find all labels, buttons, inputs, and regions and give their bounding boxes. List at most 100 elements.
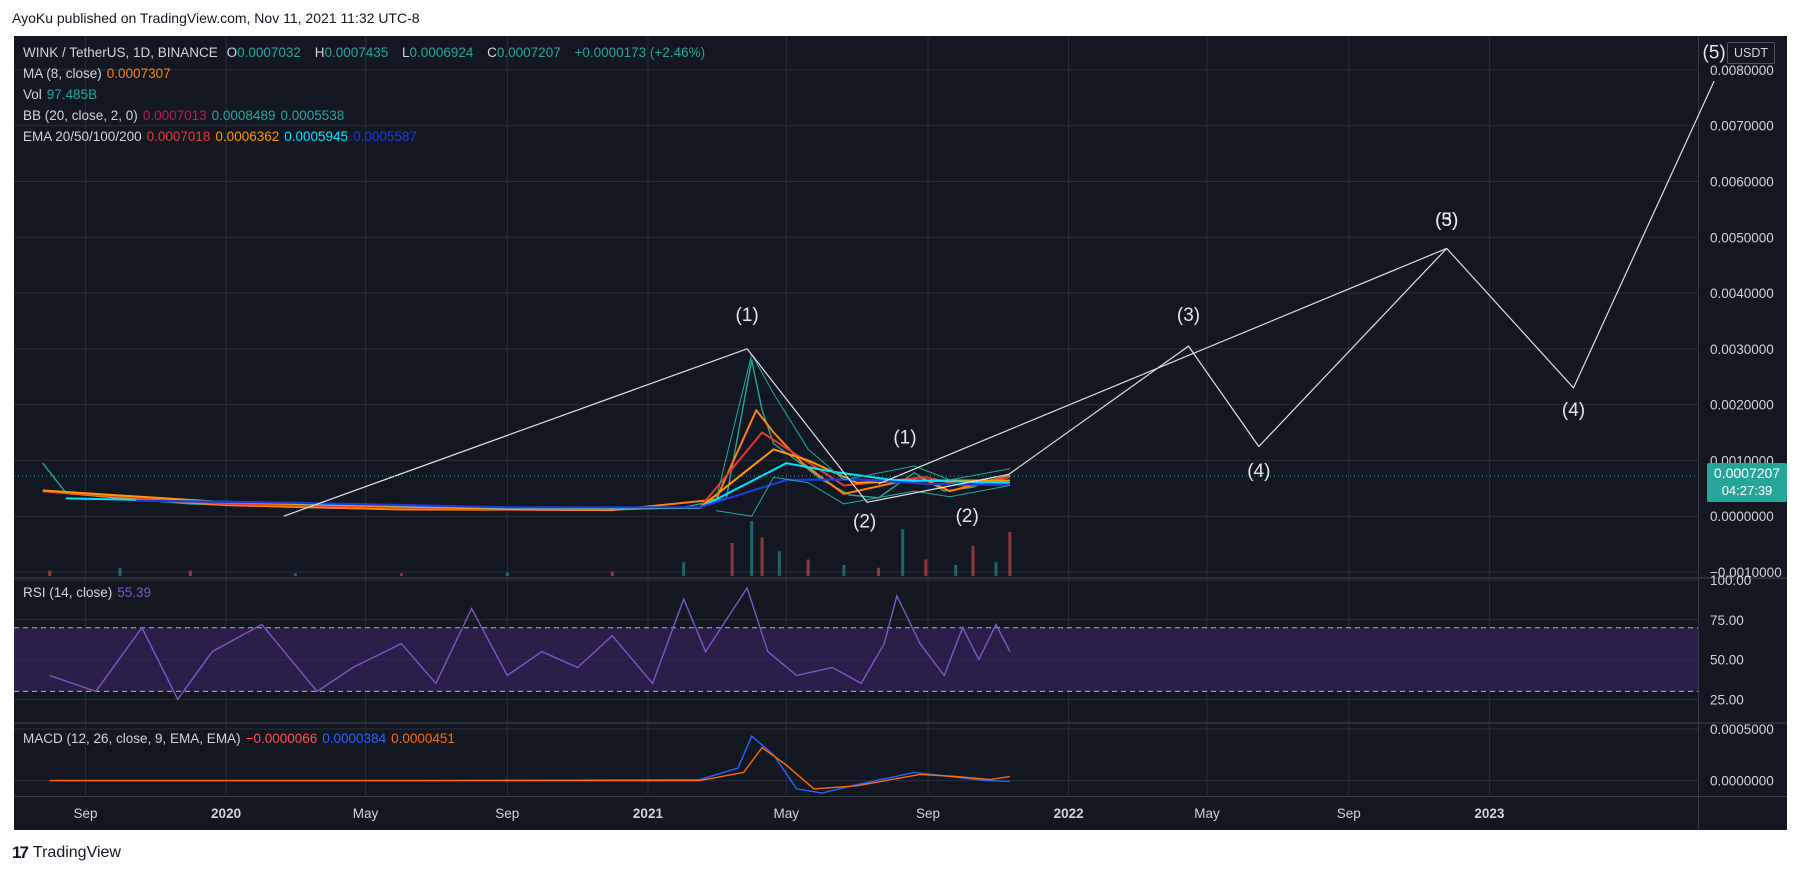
bb-label: BB (20, close, 2, 0) <box>23 108 138 123</box>
date-tick-label: May <box>774 806 800 821</box>
volume-bar <box>505 572 509 576</box>
publish-caption: AyoKu published on TradingView.com, Nov … <box>12 10 420 26</box>
price-tick-label: 0.0030000 <box>1710 342 1774 357</box>
bb-legend[interactable]: BB (20, close, 2, 0) 0.0007013 0.0008489 0.… <box>23 108 349 123</box>
price-tick-label: 0.0020000 <box>1710 398 1774 413</box>
volume-bar <box>750 521 754 576</box>
date-axis-border <box>14 796 1787 797</box>
macd-tick-label: 0.0005000 <box>1710 722 1774 737</box>
currency-badge[interactable]: USDT <box>1727 42 1775 64</box>
low-label: L <box>402 45 410 60</box>
rsi-tick-label: 50.00 <box>1710 653 1744 668</box>
price-tick-label: 0.0050000 <box>1710 230 1774 245</box>
date-tick-label: Sep <box>1337 806 1361 821</box>
price-tick-label: 0.0070000 <box>1710 119 1774 134</box>
date-tick-label: 2020 <box>211 806 241 821</box>
volume-bar <box>924 559 928 576</box>
date-tick-label: 2021 <box>633 806 664 821</box>
tradingview-logo-icon: 17 <box>12 843 29 862</box>
volume-value: 97.485B <box>46 87 98 102</box>
last-price-tag: 0.0007207 04:27:39 <box>1707 463 1787 502</box>
open-label: O <box>226 45 238 60</box>
rsi-value: 55.39 <box>117 585 152 600</box>
footer-branding[interactable]: 17 TradingView <box>12 842 121 864</box>
volume-bar <box>806 559 810 576</box>
chart-background <box>14 36 1787 830</box>
volume-bar <box>901 529 905 576</box>
ma-legend[interactable]: MA (8, close) 0.0007307 <box>23 66 176 81</box>
bb-lower-line <box>715 476 1010 517</box>
ema-200-line <box>136 478 1010 509</box>
close-label: C <box>487 45 497 60</box>
volume-legend[interactable]: Vol 97.485B <box>23 87 102 102</box>
volume-bar <box>399 573 403 576</box>
date-tick-label: May <box>353 806 379 821</box>
price-tick-label: −0.0010000 <box>1710 565 1782 580</box>
elliott-wave-projection-line <box>878 247 1447 485</box>
pane-divider <box>14 722 1787 724</box>
volume-bar <box>293 573 297 576</box>
date-tick-label: Sep <box>495 806 519 821</box>
wave-label: (1) <box>735 305 758 326</box>
wave-label: (3) <box>1435 210 1458 231</box>
volume-bar <box>954 565 958 576</box>
wave-label: (5) <box>1435 210 1458 231</box>
bb-basis-value: 0.0007013 <box>142 108 207 123</box>
rsi-tick-label: 75.00 <box>1710 613 1744 628</box>
volume-bar <box>610 571 614 576</box>
price-tick-label: 0.0060000 <box>1710 174 1774 189</box>
volume-bar <box>760 537 764 576</box>
symbol-legend: WINK / TetherUS, 1D, BINANCE O0.0007032 … <box>23 45 710 60</box>
wave-label: (2) <box>853 511 876 532</box>
volume-bar <box>188 570 192 576</box>
macd-label: MACD (12, 26, close, 9, EMA, EMA) <box>23 731 241 746</box>
volume-label: Vol <box>23 87 42 102</box>
bar-countdown: 04:27:39 <box>1721 483 1773 498</box>
ema-100-value: 0.0005945 <box>284 129 349 144</box>
date-tick-label: 2022 <box>1054 806 1084 821</box>
volume-bar <box>777 551 781 576</box>
ema-50-value: 0.0006362 <box>215 129 280 144</box>
price-tick-label: 0.0000000 <box>1710 509 1774 524</box>
ema-200-value: 0.0005587 <box>353 129 417 144</box>
macd-legend[interactable]: MACD (12, 26, close, 9, EMA, EMA) −0.0000… <box>23 731 460 746</box>
wave-label: (1) <box>893 428 916 449</box>
symbol-name[interactable]: WINK / TetherUS, 1D, BINANCE <box>23 45 218 60</box>
ema-20-value: 0.0007018 <box>146 129 211 144</box>
brand-name: TradingView <box>32 844 121 861</box>
signal-value: 0.0000384 <box>322 731 387 746</box>
histogram-value: 0.0000451 <box>391 731 455 746</box>
rsi-tick-label: 25.00 <box>1710 692 1744 707</box>
date-tick-label: Sep <box>73 806 97 821</box>
wave-label: (4) <box>1562 400 1585 421</box>
ema-label: EMA 20/50/100/200 <box>23 129 142 144</box>
volume-bar <box>118 567 122 576</box>
bb-lower-value: 0.0005538 <box>280 108 345 123</box>
signal-line <box>49 746 1011 790</box>
bb-upper-value: 0.0008489 <box>211 108 276 123</box>
last-price: 0.0007207 <box>1713 465 1781 481</box>
price-axis-border <box>1698 36 1699 830</box>
rsi-label: RSI (14, close) <box>23 585 113 600</box>
volume-bar <box>1008 532 1012 576</box>
price-tick-label: 0.0080000 <box>1710 63 1774 78</box>
volume-bar <box>842 565 846 576</box>
high-label: H <box>314 45 325 60</box>
close-value: 0.0007207 <box>496 45 561 60</box>
date-tick-label: May <box>1194 806 1220 821</box>
wave-label: (3) <box>1177 305 1200 326</box>
volume-bar <box>730 543 734 576</box>
macd-value: −0.0000066 <box>245 731 318 746</box>
rsi-line <box>49 586 1011 701</box>
wave-label: (2) <box>956 506 979 527</box>
pane-divider <box>14 577 1787 579</box>
wave-label: (4) <box>1247 461 1270 482</box>
low-value: 0.0006924 <box>409 45 474 60</box>
open-value: 0.0007032 <box>237 45 301 60</box>
ema-legend[interactable]: EMA 20/50/100/200 0.0007018 0.0006362 0.000… <box>23 129 422 144</box>
volume-bar <box>994 562 998 576</box>
rsi-legend[interactable]: RSI (14, close) 55.39 <box>23 585 156 600</box>
volume-bar <box>48 570 52 576</box>
price-tick-label: 0.0040000 <box>1710 286 1774 301</box>
